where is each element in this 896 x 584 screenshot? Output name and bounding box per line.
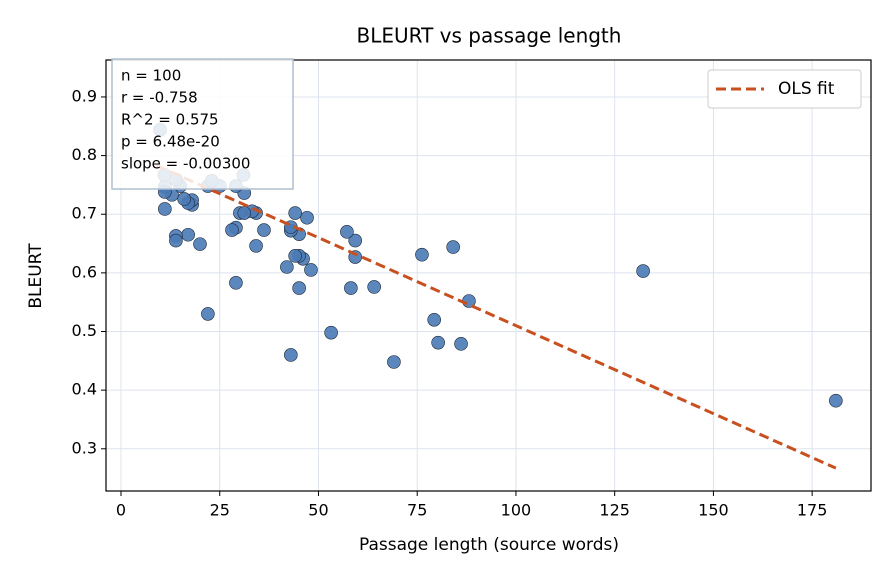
x-tick-label: 100	[501, 501, 532, 520]
scatter-point	[181, 227, 195, 242]
y-axis-label: BLEURT	[26, 243, 46, 309]
scatter-point	[177, 192, 191, 206]
y-tick-label: 0.3	[72, 438, 97, 457]
legend-label: OLS fit	[778, 79, 835, 99]
scatter-point	[340, 225, 354, 239]
y-tick-label: 0.6	[72, 262, 97, 281]
x-axis-label: Passage length (source words)	[359, 535, 619, 555]
y-tick-label: 0.7	[72, 204, 97, 223]
scatter-point	[454, 337, 468, 351]
scatter-point	[415, 247, 429, 262]
scatter-point	[431, 335, 445, 350]
x-tick-label: 75	[407, 501, 427, 520]
y-tick-label: 0.9	[72, 86, 97, 105]
annotation-text: p = 6.48e-20	[121, 133, 220, 151]
annotation-text: slope = -0.00300	[121, 155, 250, 173]
scatter-point	[193, 237, 207, 251]
scatter-point	[288, 249, 302, 263]
chart-title: BLEURT vs passage length	[357, 24, 622, 48]
scatter-point	[427, 312, 441, 327]
scatter-point	[387, 355, 401, 369]
x-tick-label: 0	[116, 501, 126, 520]
fit-line	[155, 164, 837, 470]
scatter-point	[344, 281, 358, 295]
scatter-point	[225, 223, 239, 237]
legend-box	[707, 69, 862, 109]
scatter-point	[829, 393, 843, 408]
annotation-text: R^2 = 0.575	[121, 111, 219, 129]
scatter-point	[158, 202, 172, 216]
scatter-point	[300, 210, 314, 225]
x-tick-label: 50	[308, 501, 328, 520]
scatter-point	[169, 233, 183, 248]
annotation-text: r = -0.758	[121, 89, 198, 107]
scatter-point	[201, 307, 215, 321]
scatter-point	[324, 325, 338, 340]
annotation-text: n = 100	[121, 67, 181, 85]
scatter-point	[249, 239, 263, 253]
annotation-box	[111, 58, 294, 190]
scatter-point	[237, 206, 252, 220]
y-tick-label: 0.4	[72, 380, 97, 399]
x-tick-label: 25	[210, 501, 230, 520]
scatter-point	[292, 281, 306, 295]
x-tick-label: 150	[698, 501, 729, 520]
scatter-point	[284, 348, 298, 362]
scatter-point	[280, 260, 294, 274]
scatter-point	[257, 223, 271, 237]
x-tick-label: 125	[599, 501, 630, 520]
scatter-point	[348, 233, 363, 248]
scatter-point	[304, 263, 318, 277]
plot-frame	[105, 59, 872, 492]
x-tick-label: 175	[797, 501, 828, 520]
scatter-point	[636, 264, 650, 278]
scatter-point	[229, 276, 243, 290]
y-tick-label: 0.5	[72, 321, 97, 340]
scatter-point	[288, 206, 302, 220]
scatter-point	[367, 280, 381, 294]
scatter-point	[446, 240, 460, 254]
y-tick-label: 0.8	[72, 145, 97, 164]
